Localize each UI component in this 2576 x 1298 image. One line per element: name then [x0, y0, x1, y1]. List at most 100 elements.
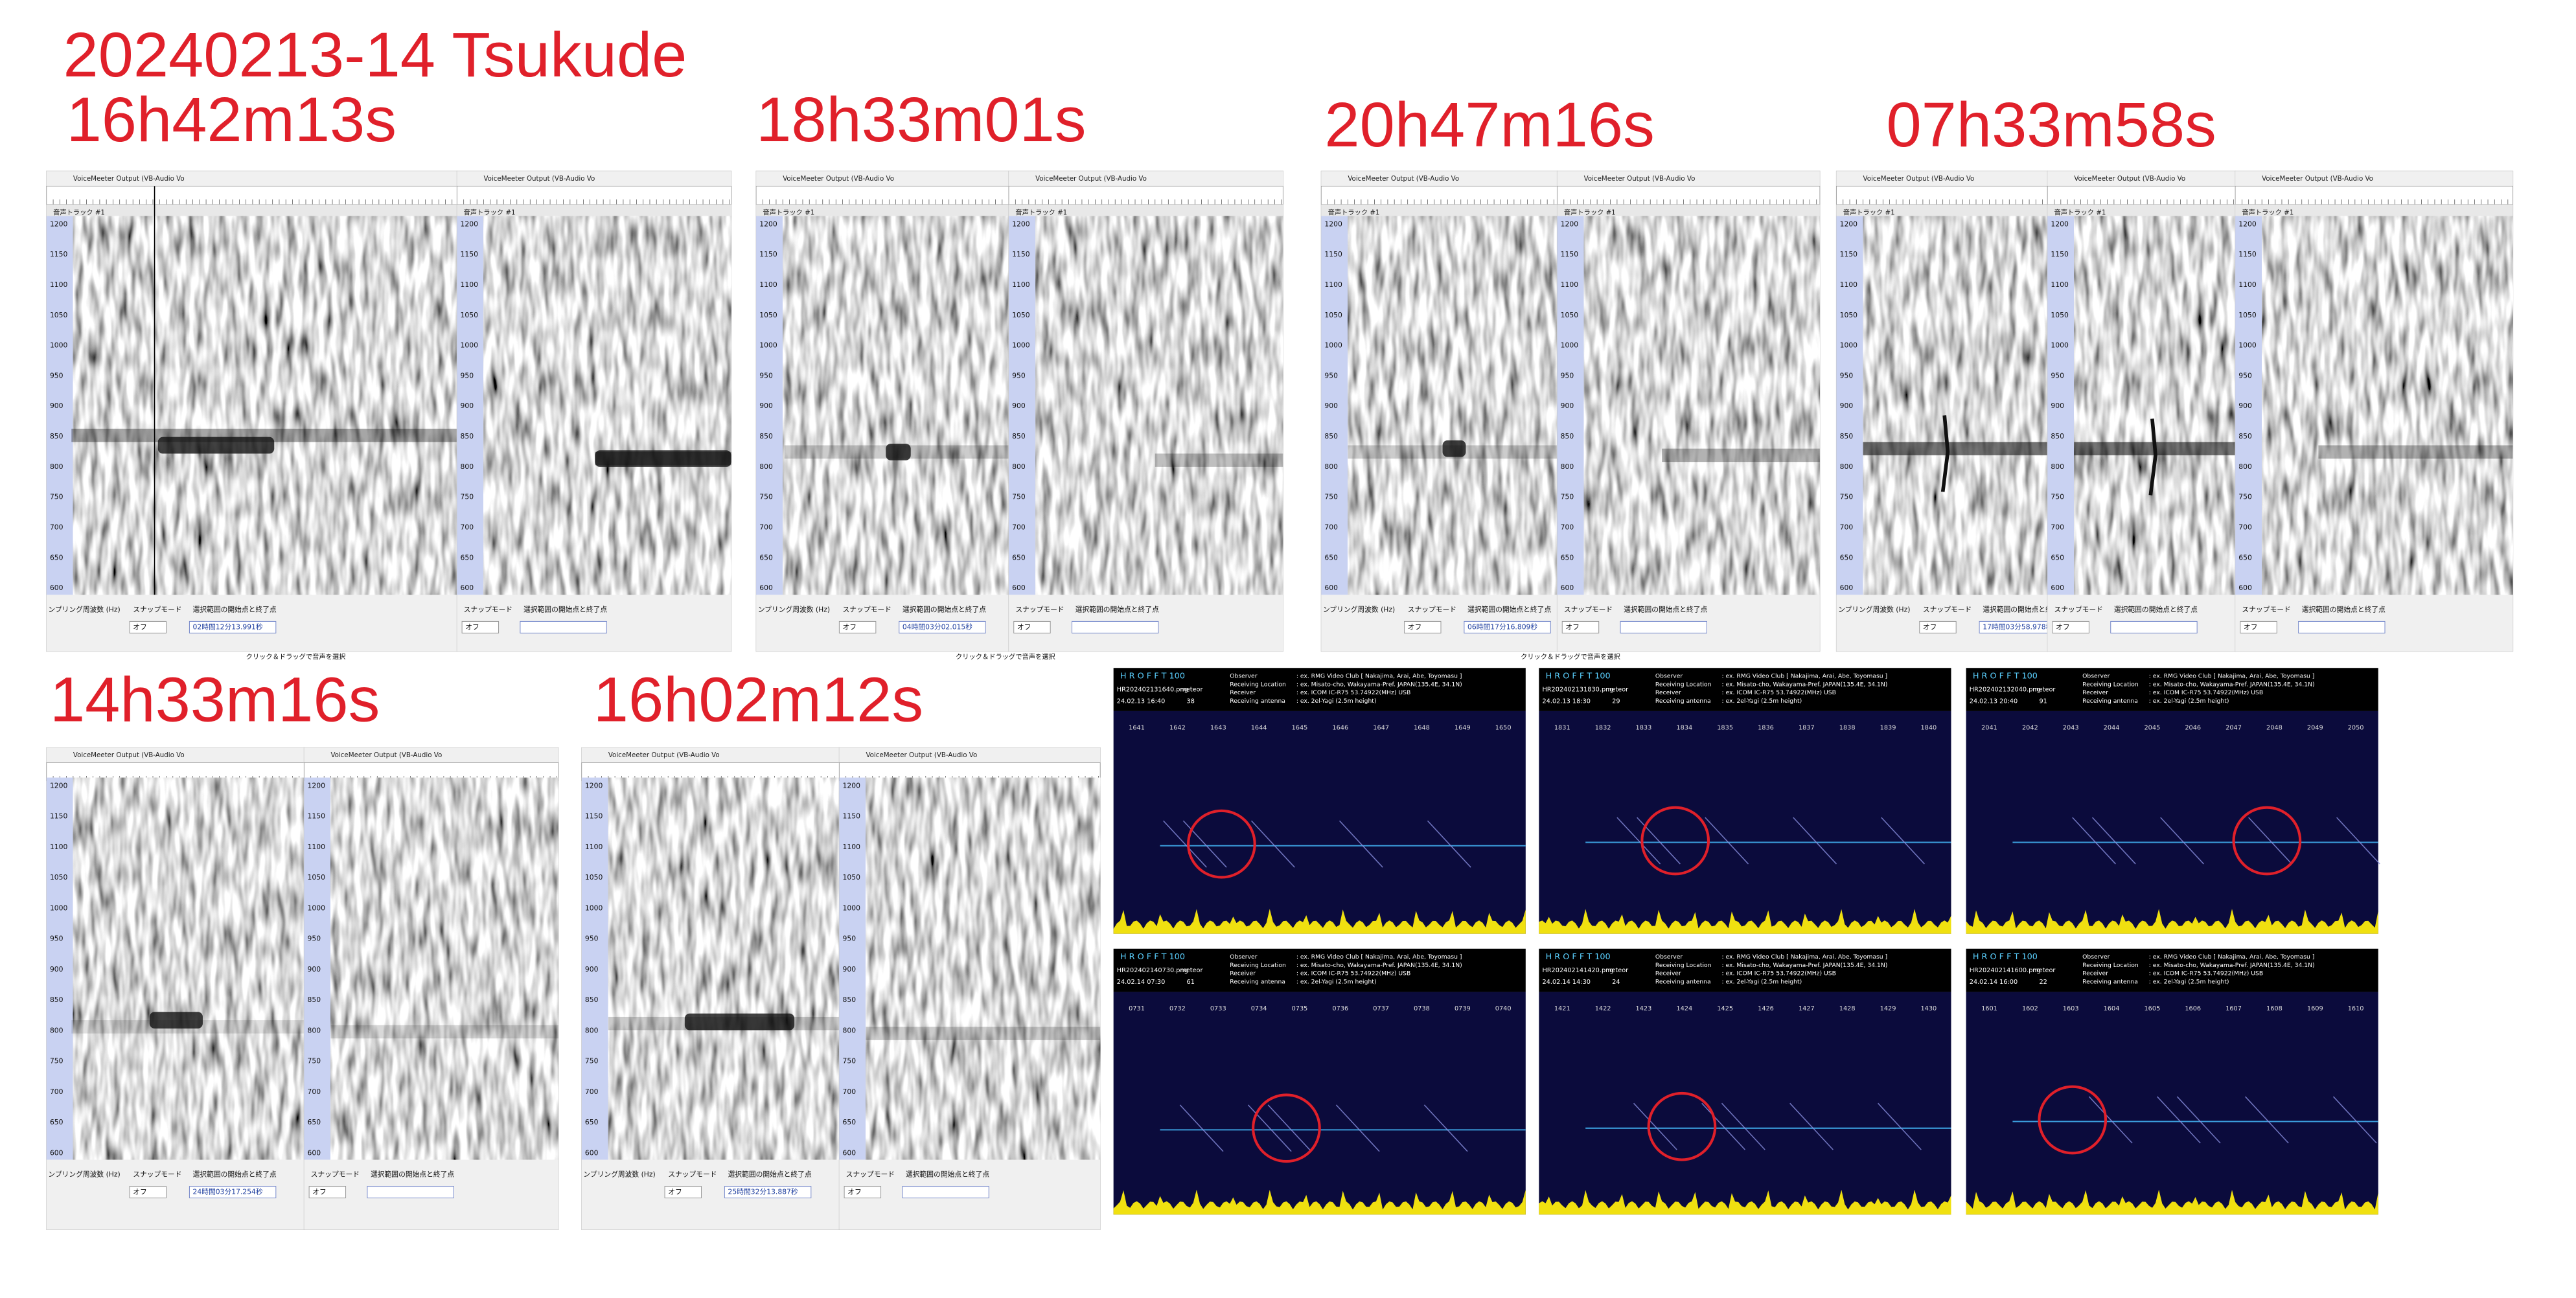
highlight-circle — [2232, 806, 2302, 876]
device-select: VoiceMeeter Output (VB-Audio Vo — [1863, 175, 1975, 183]
snap-value: オフ — [133, 622, 147, 631]
info-label: Receiver — [1230, 689, 1256, 696]
frequency-tick: 1200 — [1012, 220, 1030, 228]
echo-trace — [1423, 1104, 1468, 1152]
frequency-tick: 700 — [308, 1087, 321, 1096]
echo-band — [1155, 453, 1283, 467]
track-header — [1557, 204, 1820, 216]
frequency-tick: 600 — [585, 1148, 599, 1157]
track-header — [2235, 204, 2513, 216]
time-field — [899, 621, 986, 633]
snap-select — [2052, 621, 2089, 633]
frequency-tick: 1050 — [1561, 311, 1579, 319]
snap-value: オフ — [843, 622, 857, 631]
frequency-tick: 1000 — [461, 341, 479, 350]
device-select: VoiceMeeter Output (VB-Audio Vo — [608, 751, 720, 759]
frequency-tick: 800 — [843, 1026, 857, 1034]
frequency-tick: 900 — [50, 965, 63, 974]
time-ruler — [1320, 185, 1558, 205]
echo-trace — [1878, 1102, 1922, 1150]
frequency-tick: 1150 — [1324, 250, 1342, 258]
time-ruler — [2047, 185, 2236, 205]
info-value: : ex. Misato-cho, Wakayama-Pref. JAPAN(1… — [2149, 681, 2315, 688]
frequency-tick: 1050 — [50, 873, 68, 882]
spectrum — [1539, 1189, 1951, 1215]
frequency-tick: 1100 — [461, 280, 479, 289]
track-name: 音声トラック #1 — [1328, 208, 1380, 216]
spectrogram — [608, 777, 840, 1160]
kind: meteor — [2032, 687, 2055, 694]
info-label: Receiving antenna — [1230, 979, 1285, 986]
minute-label: 1839 — [1880, 725, 1896, 732]
info-value: : ex. RMG Video Club [ Nakajima, Arai, A… — [2149, 673, 2315, 680]
snap-value: オフ — [668, 1188, 682, 1196]
minute-label: 0732 — [1169, 1005, 1186, 1012]
frequency-tick: 1200 — [308, 781, 326, 790]
info-label: Receiving Location — [1230, 962, 1286, 969]
kind: meteor — [1605, 687, 1628, 694]
minute-label: 1649 — [1455, 725, 1471, 732]
frequency-tick: 1000 — [585, 904, 603, 912]
frequency-axis — [2047, 216, 2075, 595]
meteor-echo — [1442, 440, 1466, 457]
minute-label: 0734 — [1251, 1005, 1267, 1012]
snap-label: スナップモード — [2242, 605, 2290, 613]
minute-label: 1647 — [1373, 725, 1389, 732]
frequency-tick: 1100 — [1012, 280, 1030, 289]
spectrogram — [1035, 216, 1283, 595]
minute-label: 0737 — [1373, 1005, 1389, 1012]
spectrogram — [483, 216, 731, 595]
frequency-tick: 1150 — [1840, 250, 1858, 258]
meteor-streak — [1940, 415, 1950, 492]
frequency-tick: 750 — [461, 493, 474, 501]
toolbar — [457, 171, 731, 187]
time-ruler — [457, 185, 732, 205]
hrofft-header — [1966, 668, 2378, 711]
frequency-tick: 1050 — [843, 873, 861, 882]
frequency-axis — [1557, 216, 1584, 595]
frequency-tick: 700 — [461, 523, 474, 531]
toolbar — [839, 747, 1101, 763]
time-field — [724, 1186, 812, 1199]
frequency-tick: 650 — [843, 1118, 857, 1126]
snap-value: オフ — [2244, 622, 2258, 631]
snap-label: スナップモード — [1564, 605, 1613, 613]
info-value: : ex. RMG Video Club [ Nakajima, Arai, A… — [1296, 953, 1462, 961]
frequency-tick: 1100 — [1561, 280, 1579, 289]
minute-label: 1837 — [1799, 725, 1815, 732]
snap-value: オフ — [1017, 622, 1031, 631]
meteor-echo — [684, 1013, 795, 1030]
frequency-tick: 950 — [461, 371, 474, 380]
track-header — [46, 204, 457, 216]
frequency-tick: 650 — [1840, 553, 1854, 562]
frequency-tick: 700 — [50, 1087, 63, 1096]
minute-label: 1833 — [1636, 725, 1652, 732]
snap-label: スナップモード — [843, 605, 891, 613]
selection-label: 選択範囲の開始点と終了点 — [193, 605, 277, 613]
echo-trace — [1701, 1102, 1745, 1150]
info-value: : ex. RMG Video Club [ Nakajima, Arai, A… — [1722, 953, 1888, 961]
selection-label: 選択範囲の開始点と終了点 — [1983, 605, 2066, 613]
event-time: 14h33m16s — [50, 664, 380, 734]
frequency-tick: 800 — [50, 1026, 63, 1034]
frequency-tick: 1150 — [2238, 250, 2257, 258]
snap-value: オフ — [847, 1188, 862, 1196]
frequency-tick: 1100 — [2238, 280, 2257, 289]
frequency-tick: 1150 — [843, 812, 861, 821]
toolbar — [46, 747, 305, 763]
frequency-tick: 1050 — [2051, 311, 2069, 319]
snap-label: スナップモード — [311, 1170, 360, 1179]
frequency-tick: 750 — [1561, 493, 1574, 501]
frequency-tick: 850 — [1324, 432, 1338, 440]
device-select: VoiceMeeter Output (VB-Audio Vo — [1035, 175, 1147, 183]
info-value: : ex. Misato-cho, Wakayama-Pref. JAPAN(1… — [1296, 962, 1462, 969]
frequency-tick: 1200 — [50, 220, 68, 228]
frequency-tick: 650 — [50, 553, 63, 562]
minute-label: 1429 — [1880, 1005, 1896, 1012]
echo-trace — [2091, 817, 2136, 865]
snap-select — [129, 621, 167, 633]
frequency-tick: 1200 — [2051, 220, 2069, 228]
info-value: : ex. ICOM IC-R75 53.74922(MHz) USB — [1722, 970, 1836, 977]
minute-label: 0740 — [1495, 1005, 1512, 1012]
frequency-tick: 850 — [1012, 432, 1026, 440]
